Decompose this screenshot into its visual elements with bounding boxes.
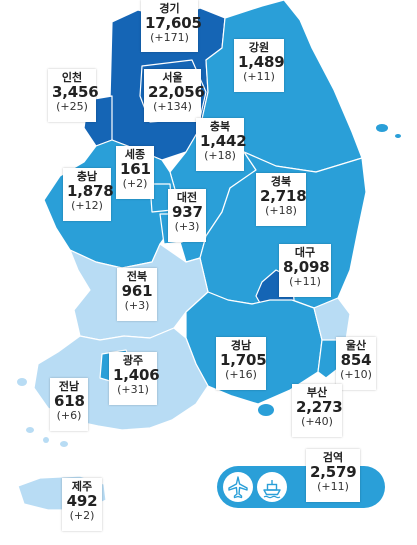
case-count: 1,878: [67, 182, 114, 201]
region-name: 대전: [176, 191, 198, 204]
region-name: 충남: [76, 170, 98, 183]
region-name: 경기: [159, 2, 180, 15]
region-name: 제주: [71, 480, 93, 493]
label-sejong: 세종 161 (+2): [116, 146, 154, 199]
case-count: 2,273: [296, 398, 343, 417]
case-change: (+6): [56, 409, 82, 423]
region-name: 부산: [306, 386, 328, 399]
case-change: (+11): [289, 275, 321, 289]
case-count: 618: [54, 392, 85, 411]
case-count: 3,456: [52, 83, 99, 102]
region-name: 검역: [322, 451, 344, 464]
region-name: 경북: [270, 175, 292, 188]
label-gangwon: 강원 1,489 (+11): [234, 39, 285, 92]
case-change: (+18): [265, 204, 297, 218]
label-ulsan: 울산 854 (+10): [336, 337, 376, 390]
label-jeonbuk: 전북 961 (+3): [117, 268, 157, 321]
case-change: (+18): [204, 149, 236, 163]
case-change: (+40): [301, 415, 333, 429]
airplane-icon: [223, 472, 253, 502]
case-count: 161: [120, 160, 151, 179]
region-name: 대구: [294, 246, 316, 259]
ship-icon: [257, 472, 287, 502]
case-change: (+12): [71, 199, 103, 213]
case-change: (+3): [124, 299, 150, 313]
label-jeju: 제주 492 (+2): [62, 478, 102, 531]
case-count: 1,442: [200, 132, 247, 151]
islands-mid: [258, 124, 401, 416]
case-count: 2,718: [260, 187, 307, 206]
label-gyeongbuk: 경북 2,718 (+18): [256, 173, 307, 226]
region-name: 광주: [122, 354, 144, 367]
case-change: (+16): [225, 368, 257, 382]
region-name: 인천: [61, 71, 83, 84]
region-name: 전남: [58, 380, 80, 393]
case-count: 937: [172, 203, 203, 222]
region-name: 울산: [345, 339, 367, 352]
case-count: 961: [121, 282, 153, 301]
label-daejeon: 대전 937 (+3): [168, 189, 206, 242]
label-daegu: 대구 8,098 (+11): [279, 244, 331, 297]
case-count: 1,406: [113, 366, 160, 385]
label-quarantine: 검역 2,579 (+11): [306, 449, 360, 502]
region-name: 전북: [126, 270, 148, 283]
label-jeonnam: 전남 618 (+6): [50, 378, 88, 431]
label-gyeongnam: 경남 1,705 (+16): [216, 337, 267, 390]
label-gwangju: 광주 1,406 (+31): [109, 352, 160, 405]
case-change: (+3): [174, 220, 200, 234]
case-change: (+171): [150, 31, 189, 45]
case-count: 854: [340, 351, 372, 370]
region-name: 서울: [162, 71, 183, 84]
label-gyeonggi: 경기 17,605 (+171): [141, 0, 202, 52]
label-chungbuk: 충북 1,442 (+18): [196, 118, 247, 171]
case-change: (+31): [117, 383, 149, 397]
case-change: (+11): [243, 70, 275, 84]
case-count: 2,579: [310, 463, 357, 482]
label-busan: 부산 2,273 (+40): [292, 384, 343, 437]
region-name: 경남: [230, 339, 252, 352]
case-change: (+10): [340, 368, 372, 382]
case-change: (+2): [122, 177, 148, 191]
label-seoul: 서울 22,056 (+134): [144, 69, 205, 122]
case-change: (+11): [317, 480, 349, 494]
case-count: 1,489: [238, 53, 285, 72]
case-count: 1,705: [220, 351, 267, 370]
case-count: 8,098: [283, 258, 330, 277]
case-change: (+134): [153, 100, 192, 114]
islands: [17, 378, 68, 447]
region-name: 세종: [124, 148, 146, 161]
label-chungnam: 충남 1,878 (+12): [63, 168, 114, 221]
case-count: 17,605: [145, 14, 202, 33]
region-name: 충북: [209, 120, 231, 133]
case-count: 22,056: [148, 83, 205, 102]
case-change: (+25): [56, 100, 88, 114]
case-change: (+2): [69, 509, 95, 523]
region-name: 강원: [248, 41, 270, 54]
label-incheon: 인천 3,456 (+25): [48, 69, 99, 122]
case-count: 492: [66, 492, 98, 511]
